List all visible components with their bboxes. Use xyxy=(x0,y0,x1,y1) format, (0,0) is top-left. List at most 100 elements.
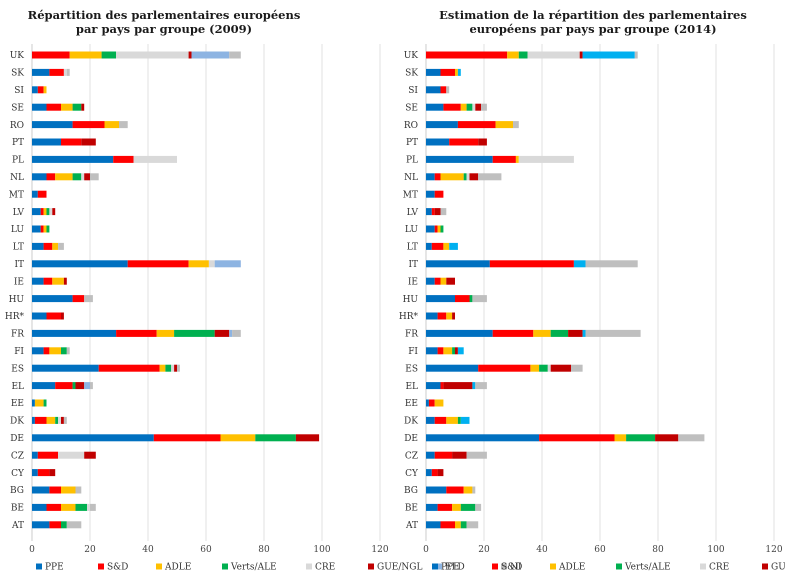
bar-segment xyxy=(547,364,551,372)
bar-segment xyxy=(515,155,519,163)
legend-swatch xyxy=(98,563,104,570)
bar-segment xyxy=(55,416,59,424)
category-label: BG xyxy=(10,486,24,496)
bar-segment xyxy=(72,382,76,390)
category-label: MT xyxy=(9,190,24,200)
bar-segment xyxy=(87,503,90,511)
category-label: UK xyxy=(404,51,419,61)
category-label: HR* xyxy=(5,312,25,322)
bar-segment xyxy=(84,382,90,390)
bar-segment xyxy=(58,416,61,424)
bar-segment xyxy=(72,295,85,303)
legend-swatch xyxy=(616,563,622,570)
category-label: SE xyxy=(11,103,24,113)
bar-segment xyxy=(437,225,441,233)
bar-segment xyxy=(443,382,473,390)
bar-segment xyxy=(61,347,67,355)
category-label: AT xyxy=(11,521,24,531)
legend-swatch xyxy=(368,563,374,570)
bar-segment xyxy=(434,173,441,181)
bar-segment xyxy=(32,416,35,424)
bar-segment xyxy=(32,173,47,181)
bar-segment xyxy=(40,208,44,216)
bar-segment xyxy=(434,277,441,285)
category-label: DE xyxy=(404,434,418,444)
bar-segment xyxy=(43,277,53,285)
bar-segment xyxy=(49,521,61,529)
bar-segment xyxy=(49,208,53,216)
category-label: AT xyxy=(405,521,418,531)
bar-segment xyxy=(440,225,444,233)
bar-segment xyxy=(478,138,487,146)
bar-segment xyxy=(434,451,453,459)
category-label: LU xyxy=(405,225,418,235)
bar-segment xyxy=(478,364,531,372)
bar-segment xyxy=(37,86,44,94)
bar-segment xyxy=(655,434,679,442)
bar-segment xyxy=(90,503,96,511)
chart-title: Répartition des parlementaires européens… xyxy=(28,8,301,36)
bar-segment xyxy=(37,451,59,459)
legend-swatch xyxy=(156,563,162,570)
legend-label: PPE xyxy=(441,563,460,573)
bar-segment xyxy=(469,173,479,181)
category-label: SI xyxy=(14,86,24,96)
bar-segment xyxy=(165,364,172,372)
category-label: PL xyxy=(12,156,24,166)
legend-swatch xyxy=(306,563,312,570)
bar-segment xyxy=(98,364,160,372)
bar-segment xyxy=(466,521,479,529)
category-label: MT xyxy=(403,190,418,200)
category-label: ES xyxy=(405,364,418,374)
category-label: HR* xyxy=(399,312,419,322)
category-label: SI xyxy=(408,86,418,96)
bar-segment xyxy=(49,469,56,477)
bar-segment xyxy=(466,173,470,181)
bar-segment xyxy=(49,68,64,76)
bar-segment xyxy=(457,68,461,76)
bar-segment xyxy=(295,434,320,442)
bar-segment xyxy=(32,68,50,76)
x-tick-label: 40 xyxy=(536,545,548,555)
bar-segment xyxy=(63,277,67,285)
bar-segment xyxy=(55,382,73,390)
bar-segment xyxy=(457,416,461,424)
bar-segment xyxy=(37,469,50,477)
bar-segment xyxy=(84,295,93,303)
bar-segment xyxy=(614,434,627,442)
x-tick-label: 20 xyxy=(84,545,96,555)
bar-segment xyxy=(437,312,447,320)
bar-segment xyxy=(61,486,76,494)
category-label: NL xyxy=(10,173,24,183)
bar-segment xyxy=(116,329,157,337)
bar-segment xyxy=(34,399,44,407)
x-tick-label: 120 xyxy=(371,545,388,555)
bar-segment xyxy=(530,364,540,372)
bar-segment xyxy=(188,51,192,59)
legend-swatch xyxy=(492,563,498,570)
bar-segment xyxy=(90,173,99,181)
category-label: FI xyxy=(14,347,24,357)
bar-segment xyxy=(475,103,482,111)
bar-segment xyxy=(32,329,117,337)
x-tick-label: 60 xyxy=(594,545,606,555)
bar-segment xyxy=(75,503,88,511)
bar-segment xyxy=(49,486,61,494)
bar-segment xyxy=(513,121,519,129)
bar-segment xyxy=(46,225,50,233)
bar-segment xyxy=(232,329,241,337)
legend-label: Verts/ALE xyxy=(624,563,671,573)
bar-segment xyxy=(455,347,458,355)
bar-segment xyxy=(443,103,461,111)
bar-segment xyxy=(437,503,453,511)
bar-segment xyxy=(32,51,70,59)
legend-swatch xyxy=(432,563,438,570)
bar-segment xyxy=(32,451,38,459)
bar-segment xyxy=(443,347,453,355)
bar-segment xyxy=(66,521,82,529)
category-label: PL xyxy=(406,156,418,166)
bar-segment xyxy=(585,329,641,337)
bar-segment xyxy=(229,329,233,337)
bar-segment xyxy=(426,382,441,390)
bar-segment xyxy=(46,208,50,216)
